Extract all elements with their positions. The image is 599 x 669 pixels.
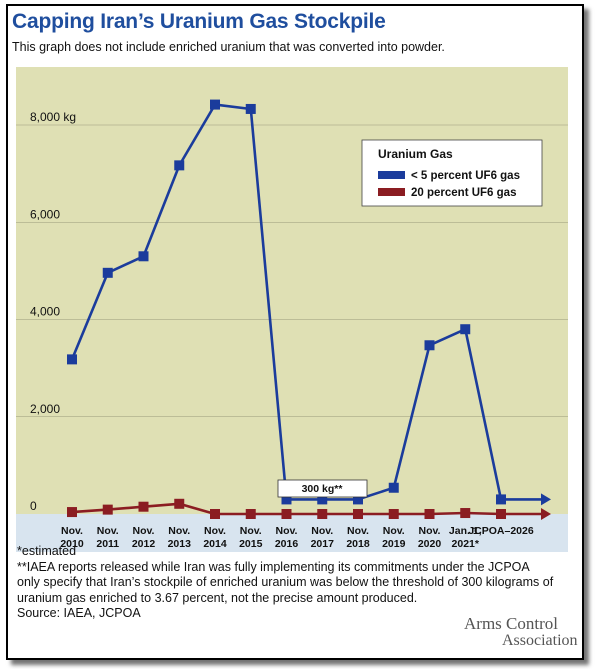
x-tick-label: JCPOA–2026 (468, 525, 534, 537)
data-point (210, 509, 220, 519)
data-point (388, 482, 399, 493)
legend: Uranium Gas < 5 percent UF6 gas 20 perce… (361, 139, 543, 207)
footnotes: *estimated **IAEA reports released while… (17, 544, 577, 622)
y-tick-label: 2,000 (30, 402, 60, 416)
x-tick-label: 2013 (168, 538, 192, 550)
chart-title: Capping Iran’s Uranium Gas Stockpile (12, 10, 386, 33)
x-tick-label: 2019 (382, 538, 406, 550)
legend-title: Uranium Gas (378, 147, 453, 161)
x-tick-label: Nov. (204, 525, 226, 537)
legend-label-under-5: < 5 percent UF6 gas (411, 170, 520, 182)
x-tick-label: Nov. (311, 525, 333, 537)
data-point (353, 494, 363, 505)
x-tick-label: Nov. (168, 525, 190, 537)
data-point (138, 251, 149, 262)
grid-lines (16, 124, 568, 418)
x-tick-label: Nov. (97, 525, 119, 537)
plot-area (16, 67, 568, 514)
x-tick-label: Nov. (383, 525, 405, 537)
data-point (138, 501, 149, 512)
footnote-iaea-2: only specify that Iran’s stockpile of en… (17, 575, 554, 589)
footnote-iaea-1: **IAEA reports released while Iran was f… (17, 559, 530, 574)
data-point (460, 508, 471, 519)
y-tick-label: 0 (30, 499, 37, 513)
data-point (174, 160, 185, 171)
annotation-group: 300 kg** (277, 479, 368, 498)
source-note: Source: IAEA, JCPOA (17, 606, 141, 620)
data-point (245, 103, 256, 114)
x-tick-label: 2012 (132, 538, 156, 550)
x-tick-label: 2010 (60, 538, 84, 550)
x-tick-label: 2011 (96, 538, 119, 550)
data-point (67, 354, 77, 365)
legend-swatch-20-percent (378, 188, 405, 196)
arms-control-association-logo: Arms Control Association (464, 614, 578, 648)
data-point (67, 507, 77, 518)
x-tick-label: Nov. (133, 525, 155, 537)
y-axis-ticks: 0 2,000 4,000 6,000 8,000 kg (30, 110, 76, 513)
data-point (424, 509, 435, 519)
x-tick-label: 2017 (311, 538, 335, 550)
annotation-label: 300 kg** (302, 483, 344, 495)
x-tick-label: Nov. (61, 525, 83, 537)
legend-label-20-percent: 20 percent UF6 gas (411, 187, 516, 199)
annotation-box (277, 479, 368, 498)
logo-line-2: Association (502, 632, 578, 648)
logo-line-1: Arms Control (464, 614, 558, 633)
chart-subtitle: This graph does not include enriched ura… (12, 40, 445, 54)
y-tick-label: 4,000 (30, 305, 60, 319)
data-point (496, 494, 506, 505)
legend-swatch-under-5 (378, 171, 405, 179)
data-point (460, 324, 471, 335)
x-tick-label: 2014 (203, 538, 227, 550)
data-point (317, 494, 328, 505)
x-tick-label: Nov. (419, 525, 441, 537)
x-tick-label: 2018 (346, 538, 370, 550)
data-point (496, 509, 506, 519)
data-point (281, 509, 292, 519)
data-point (388, 509, 399, 519)
data-point (424, 340, 435, 351)
data-point (102, 267, 113, 278)
data-point (102, 504, 113, 515)
x-axis-ticks: Nov.2010Nov.2011Nov.2012Nov.2013Nov.2014… (60, 525, 534, 550)
x-tick-label: Jan. 1, (449, 525, 482, 537)
data-point (174, 498, 185, 509)
footnote-iaea-3: uranium gas enriched to 3.67 percent, no… (17, 590, 418, 605)
series-arrowhead (541, 493, 551, 506)
x-tick-label: 2015 (239, 538, 263, 550)
data-point (210, 99, 220, 110)
x-tick-label: Nov. (276, 525, 298, 537)
footnote-estimated: *estimated (17, 544, 77, 558)
x-tick-label: Nov. (347, 525, 369, 537)
series-line (71, 502, 544, 516)
x-tick-label: 2021* (452, 538, 480, 550)
series-line (70, 103, 544, 501)
x-axis-band (16, 514, 568, 552)
data-point (281, 494, 292, 505)
y-tick-label: 6,000 (30, 207, 60, 221)
series-group (67, 99, 551, 520)
y-tick-label: 8,000 kg (30, 110, 76, 124)
data-point (317, 509, 328, 519)
x-tick-label: Nov. (240, 525, 262, 537)
data-point (353, 509, 363, 519)
data-point (245, 509, 256, 519)
series-arrowhead (541, 508, 551, 520)
x-tick-label: 2016 (275, 538, 299, 550)
x-tick-label: 2020 (418, 538, 442, 550)
